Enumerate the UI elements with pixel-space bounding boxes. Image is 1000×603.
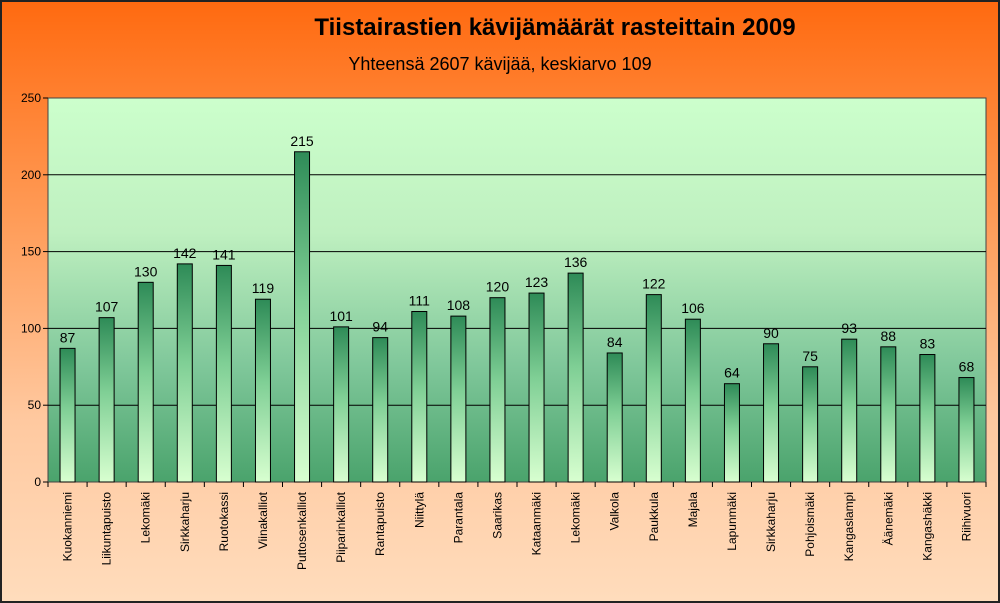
category-label: Puttosenkalliot	[295, 491, 309, 570]
bar	[254, 298, 271, 483]
bar-value-label: 101	[329, 308, 353, 324]
y-tick-label: 100	[21, 321, 41, 335]
bar	[723, 383, 740, 483]
category-label: Paukkula	[647, 492, 661, 542]
bar-value-label: 142	[173, 245, 197, 261]
category-label: Piiparinkalliot	[334, 491, 348, 562]
bar-value-label: 88	[881, 328, 897, 344]
y-axis: 0 50 100 150 200 250	[21, 91, 987, 489]
category-label: Rantapuisto	[373, 492, 387, 556]
bar-value-label: 119	[252, 280, 275, 296]
bar-value-label: 90	[763, 325, 779, 341]
category-label: Sirkkaharju	[178, 492, 192, 552]
category-label: Saarikas	[490, 492, 504, 539]
bar	[841, 338, 858, 483]
bar	[137, 281, 154, 483]
bar-value-label: 68	[959, 359, 975, 375]
category-label: Lekomäki	[569, 492, 583, 543]
value-labels: 87 107 130 142 141 119 215 101 94 111 108 120 123 136…	[60, 133, 975, 381]
bar	[215, 264, 232, 483]
plot-area	[47, 97, 987, 483]
bar-value-label: 94	[372, 319, 388, 335]
gridlines	[48, 174, 986, 406]
bar-value-label: 84	[607, 334, 623, 350]
category-label: Sirkkaharju	[764, 492, 778, 552]
category-label: Kataanmäki	[530, 492, 544, 555]
category-label: Parantala	[451, 492, 465, 544]
bar	[333, 326, 350, 483]
category-label: Kangashäkki	[920, 492, 934, 561]
bar	[684, 318, 701, 483]
category-label: Lekomäki	[139, 492, 153, 543]
bar	[567, 272, 584, 483]
category-labels: Kuokanniemi Liikuntapuisto Lekomäki Sirkkah…	[61, 491, 974, 570]
category-label: Äänemäki	[881, 492, 895, 545]
bar-value-label: 106	[681, 300, 705, 316]
bar	[606, 352, 623, 483]
bar-value-label: 107	[95, 299, 119, 315]
bar	[958, 377, 975, 483]
category-label: Lapunmäki	[725, 492, 739, 551]
category-label: Kuokanniemi	[61, 492, 75, 561]
bar	[919, 354, 936, 483]
bar	[489, 297, 506, 483]
bar	[372, 337, 389, 483]
y-tick-label: 150	[21, 245, 41, 259]
bar-value-label: 87	[60, 329, 76, 345]
category-label: Viinakalliot	[256, 491, 270, 549]
y-tick-label: 250	[21, 91, 41, 105]
bar	[294, 151, 311, 483]
chart-title: Tiistairastien kävijämäärät rasteittain …	[314, 14, 796, 41]
category-label: Kangaslampi	[842, 492, 856, 561]
bar-value-label: 123	[525, 274, 549, 290]
bar	[450, 315, 467, 483]
bar	[411, 311, 428, 483]
chart-subtitle: Yhteensä 2607 kävijää, keskiarvo 109	[348, 54, 652, 74]
bar	[880, 346, 897, 483]
bar-value-label: 215	[290, 133, 314, 149]
category-label: Ruotokassi	[217, 492, 231, 551]
category-label: Valkola	[608, 492, 622, 531]
bar	[59, 347, 76, 483]
bar	[176, 263, 193, 483]
bars	[59, 151, 975, 483]
bar-value-label: 93	[841, 320, 857, 336]
category-label: Niittylä	[412, 492, 426, 528]
bar-value-label: 111	[409, 293, 430, 309]
category-label: Riihivuori	[959, 492, 973, 541]
bar-value-label: 136	[564, 254, 588, 270]
bar	[528, 292, 545, 483]
bar	[802, 366, 819, 483]
bar-value-label: 83	[920, 336, 936, 352]
bar-value-label: 120	[486, 279, 510, 295]
bar-value-label: 108	[447, 297, 471, 313]
y-tick-label: 50	[28, 398, 42, 412]
bar-value-label: 75	[802, 348, 818, 364]
bar-value-label: 64	[724, 365, 740, 381]
bar-value-label: 141	[212, 246, 236, 262]
y-tick-label: 200	[21, 168, 41, 182]
bar	[645, 294, 662, 483]
category-label: Majala	[686, 492, 700, 528]
bar	[763, 343, 780, 483]
y-tick-label: 0	[34, 475, 41, 489]
category-label: Pohjoismäki	[803, 492, 817, 557]
bar	[98, 317, 115, 483]
bar-value-label: 122	[642, 276, 666, 292]
bar-value-label: 130	[134, 263, 158, 279]
category-label: Liikuntapuisto	[100, 492, 114, 566]
